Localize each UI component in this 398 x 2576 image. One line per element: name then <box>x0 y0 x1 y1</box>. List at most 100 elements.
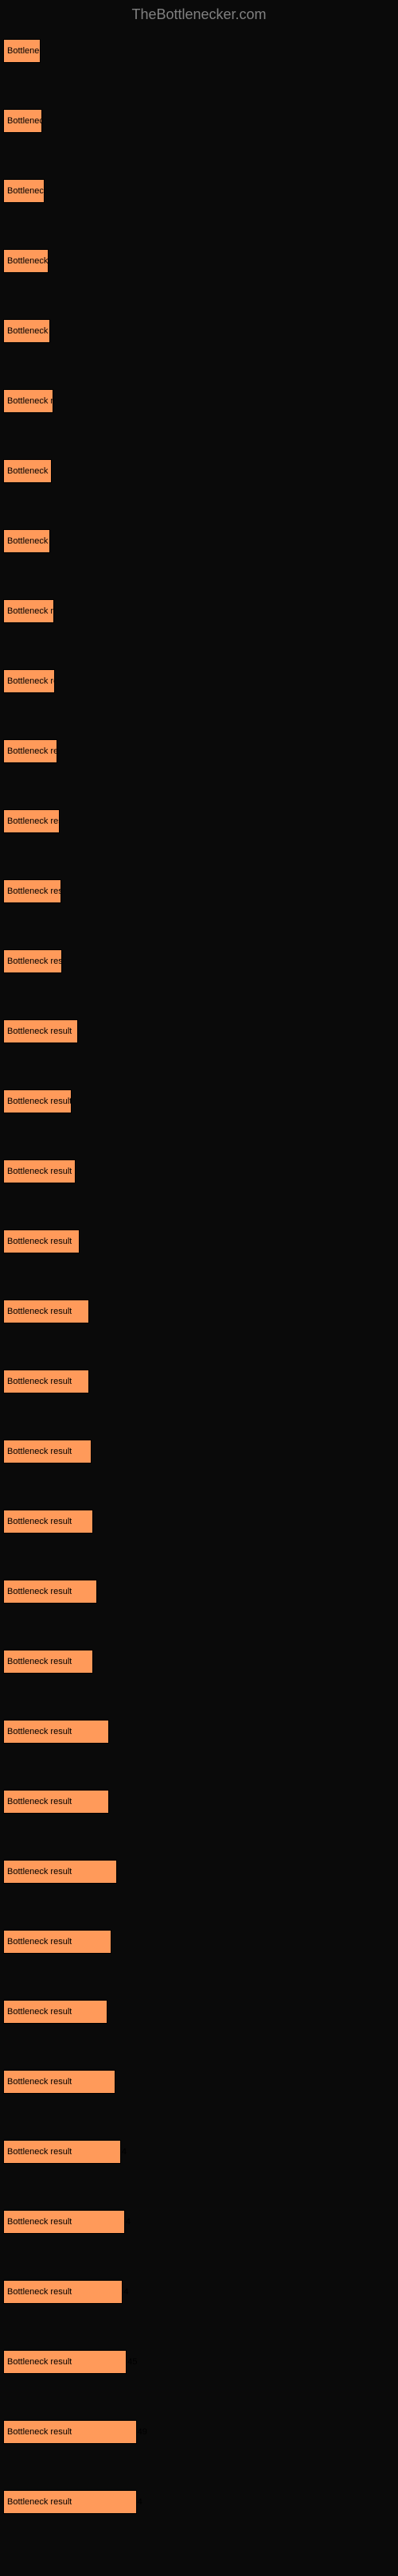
page-header: TheBottlenecker.com <box>0 0 398 39</box>
bar-label: Bottleneck result <box>7 186 44 196</box>
bar-row: Bottleneck result <box>3 1159 395 1183</box>
bar-label: Bottleneck result <box>7 1237 72 1246</box>
bar-row: Bottleneck result <box>3 669 395 693</box>
bar-row: Bottleneck result <box>3 179 395 203</box>
brand-text: TheBottlenecker.com <box>131 6 266 22</box>
bar-label: Bottleneck result <box>7 2077 72 2087</box>
bar: Bottleneck result <box>3 669 55 693</box>
bar: Bottleneck result <box>3 949 62 973</box>
bar: Bottleneck result <box>3 1089 72 1113</box>
bar-row: Bottleneck result <box>3 39 395 63</box>
bar-value: 4 <box>126 2217 131 2227</box>
bar-row: Bottleneck result <box>3 1720 395 1744</box>
bar-label: Bottleneck result <box>7 2287 72 2297</box>
bar-label: Bottleneck result <box>7 46 40 56</box>
bar: Bottleneck result <box>3 319 50 343</box>
bar-label: Bottleneck result <box>7 1307 72 1316</box>
bar-row: Bottleneck result <box>3 1790 395 1814</box>
bar-row: Bottleneck result <box>3 529 395 553</box>
bar: Bottleneck result <box>3 2000 107 2024</box>
bar-row: Bottleneck result 4 <box>3 2490 395 2514</box>
bar-label: Bottleneck result <box>7 1167 72 1176</box>
bar: Bottleneck result <box>3 1580 97 1604</box>
bar: Bottleneck result <box>3 1720 109 1744</box>
bar-row: Bottleneck result <box>3 459 395 483</box>
bar-row: Bottleneck result <box>3 319 395 343</box>
bar-row: Bottleneck result 45 <box>3 2350 395 2374</box>
bar-row: Bottleneck result 4 <box>3 2140 395 2164</box>
bar-row: Bottleneck result <box>3 389 395 413</box>
bar: Bottleneck result <box>3 1370 89 1393</box>
bar: Bottleneck result4 <box>3 2490 137 2514</box>
bar-label: Bottleneck result <box>7 676 54 686</box>
bar: Bottleneck result45 <box>3 2350 127 2374</box>
bar: Bottleneck result <box>3 389 53 413</box>
bar-row: Bottleneck result <box>3 2070 395 2094</box>
bar-label: Bottleneck result <box>7 1027 72 1036</box>
bar-label: Bottleneck result <box>7 957 61 966</box>
bar: Bottleneck result <box>3 249 49 273</box>
bar: Bottleneck result <box>3 1440 92 1463</box>
bar-row: Bottleneck result <box>3 1440 395 1463</box>
bar-label: Bottleneck result <box>7 2147 72 2157</box>
bar-row: Bottleneck result <box>3 1580 395 1604</box>
bar: Bottleneck result <box>3 599 54 623</box>
bar-label: Bottleneck result <box>7 1377 72 1386</box>
bar-label: Bottleneck result <box>7 466 51 476</box>
bar-row: Bottleneck result <box>3 1019 395 1043</box>
bar: Bottleneck result <box>3 1650 93 1674</box>
bar: Bottleneck result <box>3 1230 80 1253</box>
bar: Bottleneck result4 <box>3 2280 123 2304</box>
bar-label: Bottleneck result <box>7 1447 72 1456</box>
bar-row: Bottleneck result <box>3 879 395 903</box>
bar: Bottleneck result <box>3 739 57 763</box>
bar-row: Bottleneck result <box>3 1230 395 1253</box>
bar-label: Bottleneck result <box>7 816 59 826</box>
bar-chart: Bottleneck result Bottleneck result Bottle… <box>0 39 398 2576</box>
bar-label: Bottleneck result <box>7 1587 72 1596</box>
bar-label: Bottleneck result <box>7 1797 72 1806</box>
bar: Bottleneck result <box>3 1300 89 1323</box>
bar-label: Bottleneck result <box>7 536 49 546</box>
bar: Bottleneck result <box>3 529 50 553</box>
bar: Bottleneck result <box>3 109 42 133</box>
bar: Bottleneck result <box>3 809 60 833</box>
bar-value: 4 <box>122 2147 127 2157</box>
bar-row: Bottleneck result <box>3 949 395 973</box>
bar-label: Bottleneck result <box>7 2427 72 2437</box>
bar: Bottleneck result <box>3 2070 115 2094</box>
bar-value: 4 <box>138 2497 142 2507</box>
bar-label: Bottleneck result <box>7 606 53 616</box>
bar: Bottleneck result <box>3 1510 93 1534</box>
bar-label: Bottleneck result <box>7 256 48 266</box>
bar-label: Bottleneck result <box>7 326 49 336</box>
bar: Bottleneck result49 <box>3 2420 137 2444</box>
bar: Bottleneck result4 <box>3 2140 121 2164</box>
bar-value: 45 <box>127 2357 137 2367</box>
bar: Bottleneck result <box>3 1159 76 1183</box>
bar: Bottleneck result <box>3 1860 117 1884</box>
bar-row: Bottleneck result 4 <box>3 2280 395 2304</box>
bar-label: Bottleneck result <box>7 2497 72 2507</box>
bar: Bottleneck result <box>3 1019 78 1043</box>
bar-value: 49 <box>138 2427 147 2437</box>
bar-row: Bottleneck result <box>3 809 395 833</box>
bar-row: Bottleneck result <box>3 109 395 133</box>
bar-row: Bottleneck result <box>3 1300 395 1323</box>
bar-label: Bottleneck result <box>7 396 53 406</box>
bar-label: Bottleneck result <box>7 746 57 756</box>
bar-value: 4 <box>123 2287 128 2297</box>
bar-label: Bottleneck result <box>7 887 60 896</box>
bar: Bottleneck result <box>3 179 45 203</box>
bar-label: Bottleneck result <box>7 1097 71 1106</box>
bar-label: Bottleneck result <box>7 2357 72 2367</box>
bar-row: Bottleneck result <box>3 1650 395 1674</box>
bar: Bottleneck result <box>3 1790 109 1814</box>
bar-label: Bottleneck result <box>7 2007 72 2017</box>
bar-label: Bottleneck result <box>7 1727 72 1736</box>
bar-row: Bottleneck result <box>3 1860 395 1884</box>
bar: Bottleneck result <box>3 39 41 63</box>
bar-row: Bottleneck result <box>3 1370 395 1393</box>
bar-row: Bottleneck result <box>3 2000 395 2024</box>
bar-row: Bottleneck result <box>3 1089 395 1113</box>
